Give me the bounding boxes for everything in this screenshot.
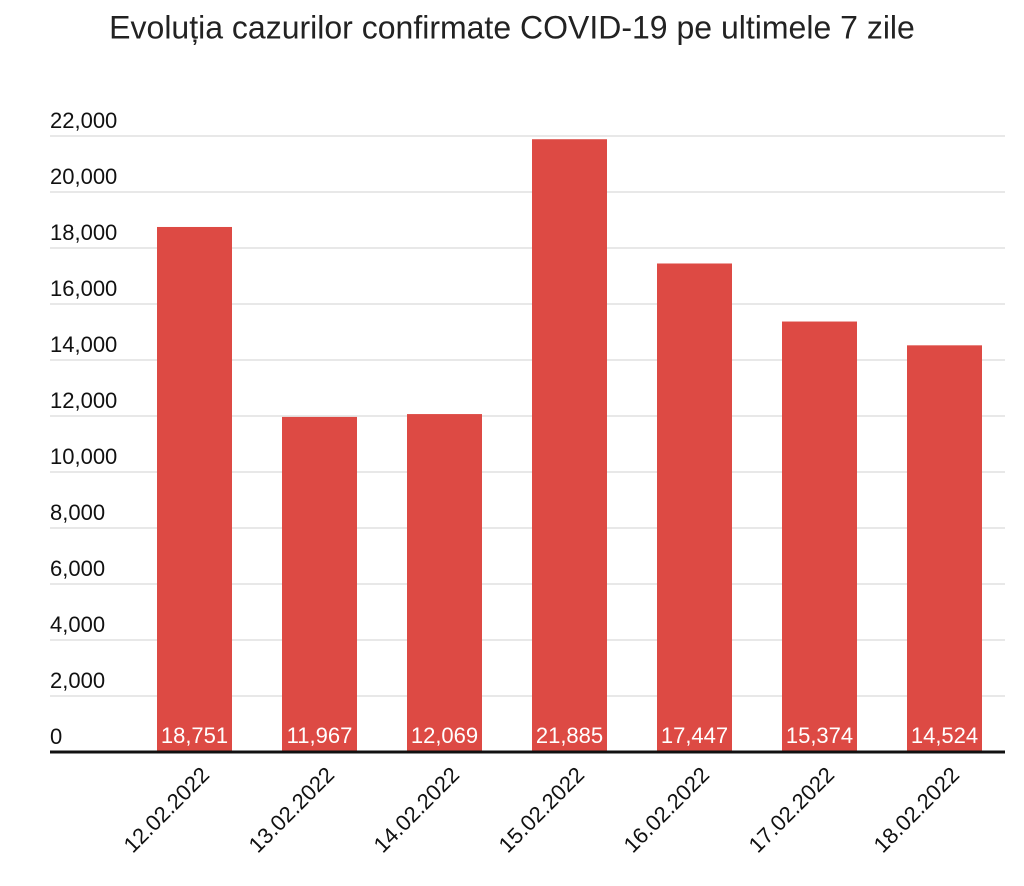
bar (782, 321, 857, 752)
chart-title: Evoluția cazurilor confirmate COVID-19 p… (109, 9, 915, 45)
bar (657, 263, 732, 752)
x-tick-label: 18.02.2022 (869, 762, 965, 858)
y-tick-label: 6,000 (50, 556, 105, 581)
value-label: 12,069 (411, 723, 478, 748)
bar (157, 226, 232, 753)
bar (532, 139, 607, 753)
bar (907, 345, 982, 752)
x-tick-label: 15.02.2022 (494, 762, 590, 858)
y-tick-label: 2,000 (50, 668, 105, 693)
y-tick-label: 20,000 (50, 164, 117, 189)
value-label: 17,447 (661, 723, 728, 748)
y-tick-label: 22,000 (50, 108, 117, 133)
y-tick-label: 18,000 (50, 220, 117, 245)
value-label: 18,751 (161, 723, 228, 748)
bar (407, 414, 482, 752)
value-label: 14,524 (911, 723, 978, 748)
x-tick-label: 12.02.2022 (119, 762, 215, 858)
value-label: 15,374 (786, 723, 853, 748)
y-tick-label: 10,000 (50, 444, 117, 469)
value-label: 21,885 (536, 723, 603, 748)
y-tick-label: 14,000 (50, 332, 117, 357)
y-tick-label: 0 (50, 724, 62, 749)
x-tick-label: 14.02.2022 (369, 762, 465, 858)
y-tick-label: 16,000 (50, 276, 117, 301)
y-tick-label: 8,000 (50, 500, 105, 525)
x-tick-label: 16.02.2022 (619, 762, 715, 858)
y-tick-label: 12,000 (50, 388, 117, 413)
x-tick-label: 17.02.2022 (744, 762, 840, 858)
x-tick-label: 13.02.2022 (244, 762, 340, 858)
y-tick-label: 4,000 (50, 612, 105, 637)
value-label: 11,967 (287, 723, 353, 748)
bar (282, 416, 357, 752)
